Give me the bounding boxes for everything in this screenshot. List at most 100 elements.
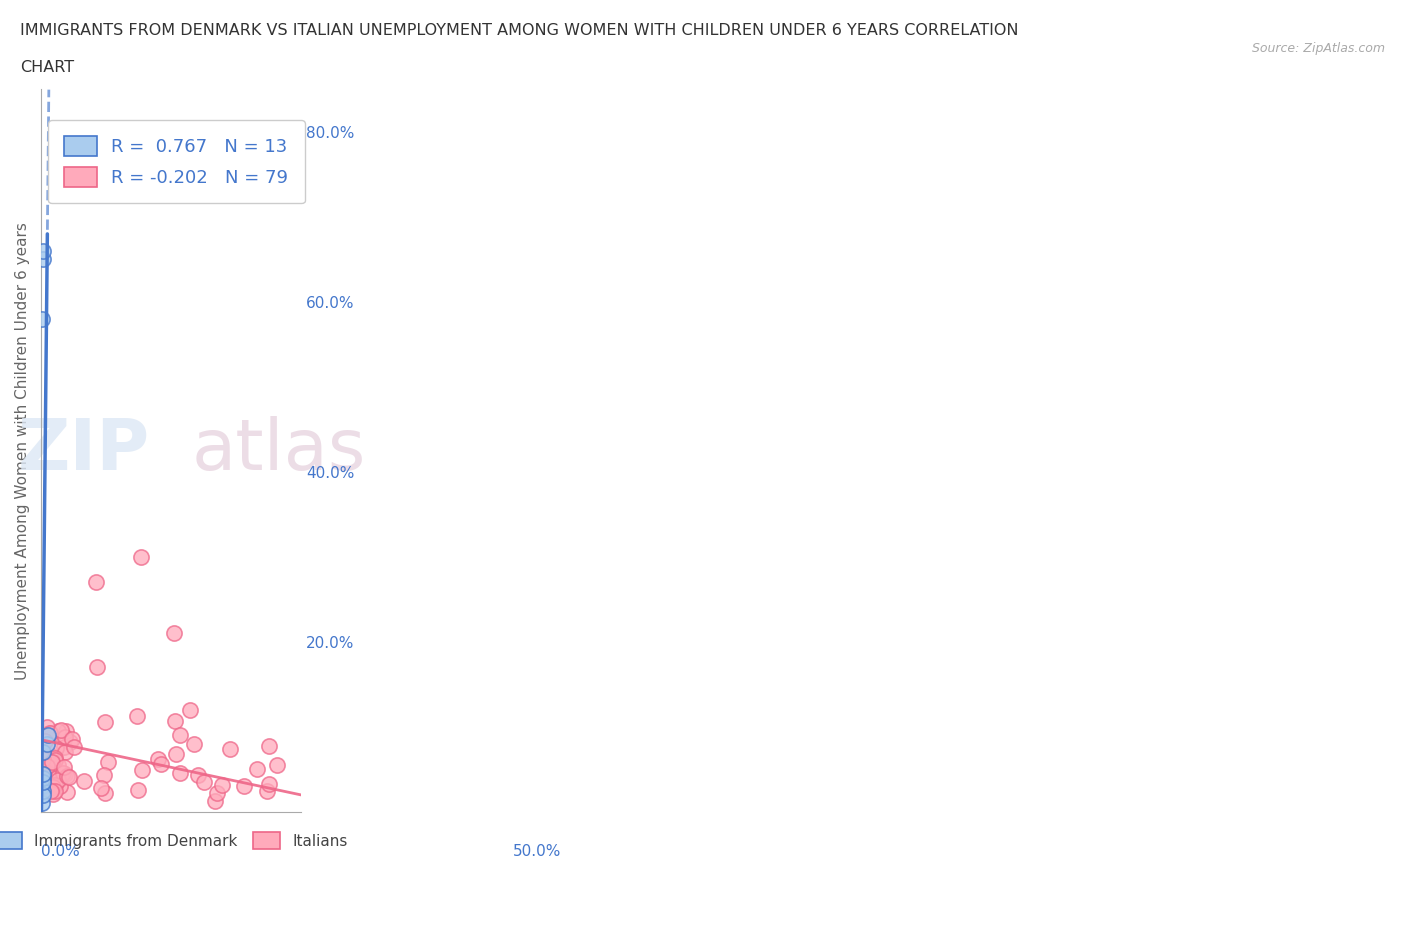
Point: [93, 767, 115, 782]
Point: [46, 758, 69, 773]
Point: [35, 720, 58, 735]
Point: [35, 732, 58, 747]
Point: [39, 757, 62, 772]
Point: [35, 778, 58, 793]
Point: [93, 714, 115, 729]
Point: [51, 770, 73, 785]
Text: atlas: atlas: [193, 417, 367, 485]
Point: [51, 723, 73, 737]
Point: [31, 771, 53, 786]
Point: [73, 774, 96, 789]
Point: [48, 724, 70, 738]
Point: [35, 759, 58, 774]
Point: [44, 741, 66, 756]
Point: [183, 737, 205, 751]
Point: [163, 714, 186, 729]
Point: [53, 729, 76, 744]
Point: [52, 765, 75, 780]
Point: [39, 784, 62, 799]
Point: [37, 728, 59, 743]
Point: [42, 780, 65, 795]
Point: [56, 784, 79, 799]
Point: [60, 731, 83, 746]
Point: [55, 724, 77, 738]
Legend: Immigrants from Denmark, Italians: Immigrants from Denmark, Italians: [0, 826, 354, 855]
Point: [32, 766, 55, 781]
Point: [32, 770, 55, 785]
Point: [41, 763, 63, 777]
Point: [44, 783, 66, 798]
Point: [86, 660, 108, 675]
Y-axis label: Unemployment Among Women with Children Under 6 years: Unemployment Among Women with Children U…: [15, 221, 30, 680]
Point: [41, 755, 63, 770]
Point: [246, 762, 269, 777]
Point: [32, 728, 55, 743]
Point: [187, 768, 209, 783]
Point: [163, 626, 186, 641]
Point: [211, 777, 233, 792]
Text: IMMIGRANTS FROM DENMARK VS ITALIAN UNEMPLOYMENT AMONG WOMEN WITH CHILDREN UNDER : IMMIGRANTS FROM DENMARK VS ITALIAN UNEMP…: [20, 23, 1018, 38]
Point: [31, 788, 53, 803]
Point: [219, 742, 242, 757]
Point: [53, 760, 76, 775]
Point: [31, 312, 53, 326]
Point: [44, 752, 66, 767]
Point: [146, 751, 169, 766]
Point: [44, 751, 66, 765]
Point: [97, 754, 120, 769]
Point: [131, 763, 153, 777]
Point: [38, 725, 60, 740]
Text: 0.0%: 0.0%: [41, 844, 80, 859]
Point: [125, 709, 148, 724]
Point: [169, 765, 191, 780]
Point: [179, 702, 201, 717]
Point: [256, 783, 278, 798]
Point: [37, 737, 59, 751]
Text: ZIP: ZIP: [18, 417, 150, 485]
Point: [42, 787, 65, 802]
Point: [32, 765, 55, 780]
Point: [58, 770, 80, 785]
Point: [31, 779, 53, 794]
Point: [48, 778, 70, 793]
Point: [169, 728, 191, 743]
Point: [257, 777, 280, 791]
Point: [127, 783, 149, 798]
Point: [193, 775, 215, 790]
Point: [32, 775, 55, 790]
Point: [90, 781, 112, 796]
Point: [44, 777, 66, 792]
Point: [232, 778, 254, 793]
Point: [32, 244, 55, 259]
Point: [48, 773, 70, 788]
Point: [204, 794, 226, 809]
Point: [32, 765, 55, 780]
Point: [266, 758, 288, 773]
Point: [34, 734, 56, 749]
Point: [257, 738, 280, 753]
Point: [32, 745, 55, 760]
Text: CHART: CHART: [20, 60, 73, 75]
Point: [165, 747, 187, 762]
Point: [94, 785, 117, 800]
Point: [32, 252, 55, 267]
Point: [53, 766, 76, 781]
Point: [39, 748, 62, 763]
Point: [84, 575, 107, 590]
Point: [205, 786, 228, 801]
Point: [129, 550, 152, 565]
Text: Source: ZipAtlas.com: Source: ZipAtlas.com: [1251, 42, 1385, 55]
Point: [31, 783, 53, 798]
Point: [42, 770, 65, 785]
Point: [53, 744, 76, 759]
Point: [31, 751, 53, 766]
Point: [56, 769, 79, 784]
Point: [63, 739, 86, 754]
Point: [59, 735, 82, 750]
Point: [39, 753, 62, 768]
Point: [52, 739, 75, 754]
Point: [31, 796, 53, 811]
Point: [39, 726, 62, 741]
Point: [149, 757, 172, 772]
Point: [34, 759, 56, 774]
